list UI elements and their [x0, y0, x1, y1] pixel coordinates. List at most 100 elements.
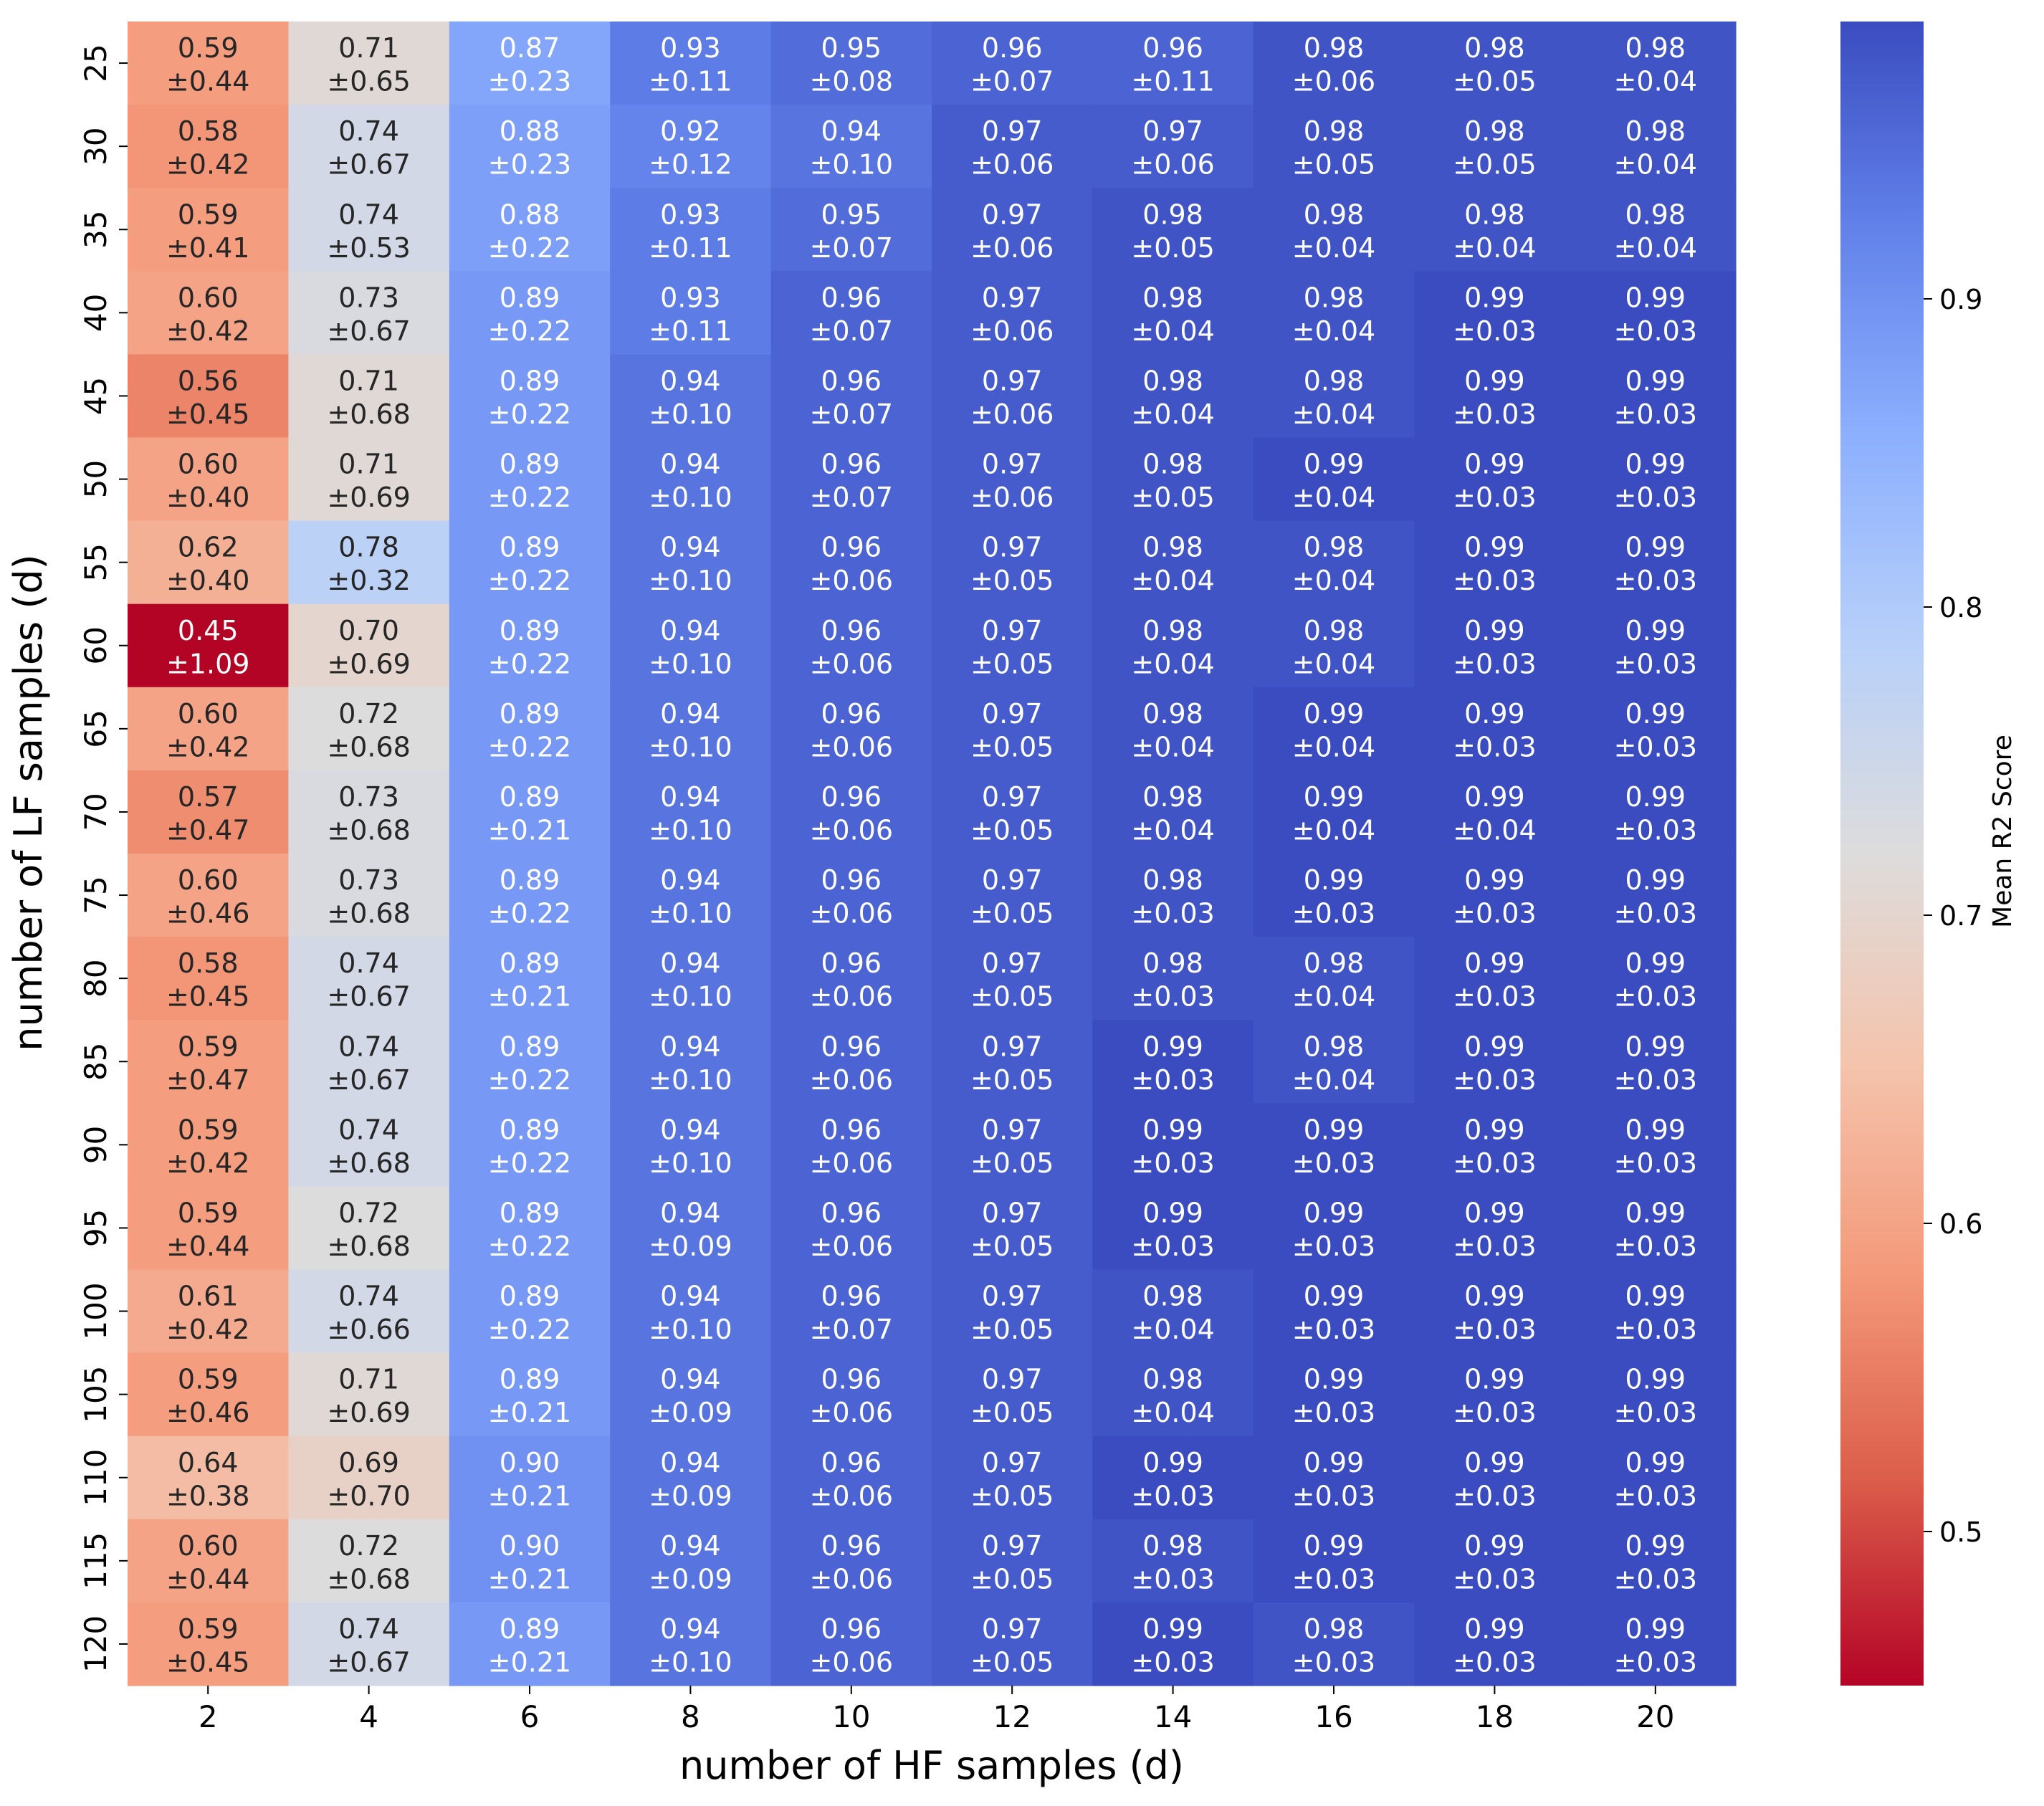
cell-value-label: 0.97 — [982, 1530, 1043, 1562]
heatmap-cell — [1253, 1602, 1415, 1686]
cell-value-label: 0.99 — [1464, 698, 1525, 730]
cell-std-label: ±0.03 — [1292, 898, 1375, 930]
cell-value-label: 0.99 — [1625, 1364, 1686, 1395]
cell-value-label: 0.96 — [821, 947, 882, 979]
heatmap-cell — [128, 603, 289, 688]
cell-value-label: 0.98 — [1142, 1364, 1203, 1395]
cell-value-label: 0.98 — [1464, 199, 1525, 230]
cell-std-label: ±0.44 — [166, 1231, 249, 1262]
cell-value-label: 0.74 — [338, 1114, 399, 1145]
cell-value-label: 0.99 — [1464, 947, 1525, 979]
cell-std-label: ±0.21 — [488, 1646, 571, 1678]
heatmap-cell — [288, 520, 450, 605]
cell-value-label: 0.98 — [1304, 32, 1365, 64]
cell-std-label: ±0.22 — [488, 315, 571, 347]
heatmap-cell — [288, 854, 450, 937]
cell-value-label: 0.98 — [1304, 115, 1365, 147]
heatmap-cell — [770, 1103, 932, 1187]
cell-std-label: ±0.10 — [649, 1064, 732, 1096]
heatmap-cell — [1575, 437, 1737, 522]
cell-std-label: ±0.06 — [810, 1231, 893, 1262]
cell-value-label: 0.74 — [338, 1613, 399, 1645]
cell-value-label: 0.98 — [1142, 449, 1203, 480]
cell-value-label: 0.89 — [500, 1031, 560, 1062]
cell-std-label: ±0.04 — [1131, 398, 1214, 430]
cell-value-label: 0.94 — [821, 115, 882, 147]
cell-std-label: ±0.40 — [166, 482, 249, 513]
cell-value-label: 0.59 — [178, 32, 239, 64]
heatmap-cell — [288, 1602, 450, 1686]
cell-value-label: 0.99 — [1464, 1281, 1525, 1312]
cell-value-label: 0.94 — [660, 1281, 721, 1312]
heatmap-cell — [932, 854, 1093, 937]
heatmap-cell — [449, 770, 611, 854]
cell-std-label: ±0.03 — [1453, 981, 1536, 1013]
cell-value-label: 0.99 — [1304, 449, 1365, 480]
cell-std-label: ±0.21 — [488, 814, 571, 846]
cell-std-label: ±0.04 — [1292, 398, 1375, 430]
heatmap-cell — [1253, 687, 1415, 771]
cell-value-label: 0.98 — [1142, 532, 1203, 563]
cell-value-label: 0.99 — [1304, 698, 1365, 730]
cell-value-label: 0.99 — [1625, 1031, 1686, 1062]
heatmap-cell — [1414, 1020, 1576, 1104]
heatmap-cell — [128, 1103, 289, 1187]
cell-std-label: ±0.05 — [970, 1147, 1054, 1179]
heatmap-cell — [932, 687, 1093, 771]
cell-value-label: 0.71 — [338, 366, 399, 397]
heatmap-cell — [1253, 937, 1415, 1021]
cell-value-label: 0.99 — [1625, 282, 1686, 313]
cell-value-label: 0.89 — [500, 1281, 560, 1312]
x-axis: 2 4 6 8 10 12 14 16 18 20 — [199, 1686, 1675, 1734]
cell-std-label: ±0.09 — [649, 1480, 732, 1511]
cell-std-label: ±0.03 — [1614, 898, 1697, 930]
cell-value-label: 0.89 — [500, 1613, 560, 1645]
heatmap-cell — [770, 937, 932, 1021]
cell-std-label: ±0.10 — [649, 482, 732, 513]
cell-value-label: 0.89 — [500, 532, 560, 563]
cell-value-label: 0.89 — [500, 1114, 560, 1145]
cell-value-label: 0.96 — [982, 32, 1043, 64]
cell-value-label: 0.99 — [1142, 1613, 1203, 1645]
cell-value-label: 0.94 — [660, 1364, 721, 1395]
cell-value-label: 0.99 — [1142, 1031, 1203, 1062]
cell-value-label: 0.98 — [1304, 282, 1365, 313]
cell-value-label: 0.99 — [1464, 1114, 1525, 1145]
cell-std-label: ±0.06 — [810, 898, 893, 930]
heatmap-cell — [288, 1103, 450, 1187]
heatmap-cell — [1253, 1103, 1415, 1187]
cell-value-label: 0.98 — [1304, 1613, 1365, 1645]
cell-std-label: ±0.07 — [810, 482, 893, 513]
cell-std-label: ±0.03 — [1614, 1314, 1697, 1345]
cell-std-label: ±0.06 — [970, 149, 1054, 181]
cell-std-label: ±0.06 — [810, 1064, 893, 1096]
cell-value-label: 0.98 — [1304, 615, 1365, 646]
heatmap-cell — [1092, 854, 1254, 937]
heatmap-cell — [128, 1602, 289, 1686]
cell-std-label: ±0.12 — [649, 149, 732, 181]
y-tick-label: 30 — [78, 127, 113, 165]
cell-std-label: ±0.68 — [327, 398, 410, 430]
cell-value-label: 0.99 — [1304, 1114, 1365, 1145]
cell-value-label: 0.99 — [1464, 615, 1525, 646]
cell-std-label: ±0.03 — [1614, 565, 1697, 596]
cell-value-label: 0.89 — [500, 947, 560, 979]
heatmap-cell — [128, 937, 289, 1021]
heatmap-cell — [288, 1186, 450, 1271]
cell-value-label: 0.97 — [982, 615, 1043, 646]
cell-std-label: ±0.06 — [810, 981, 893, 1013]
cell-std-label: ±0.06 — [1292, 66, 1375, 97]
heatmap-cell — [1575, 1020, 1737, 1104]
x-tick-label: 16 — [1314, 1699, 1352, 1734]
cell-value-label: 0.71 — [338, 449, 399, 480]
cell-std-label: ±0.67 — [327, 1646, 410, 1678]
cell-std-label: ±0.03 — [1131, 898, 1214, 930]
cell-value-label: 0.88 — [500, 199, 560, 230]
y-tick-label: 75 — [78, 876, 113, 914]
cell-value-label: 0.96 — [821, 449, 882, 480]
heatmap-cell — [1414, 770, 1576, 854]
cell-value-label: 0.60 — [178, 449, 239, 480]
cell-value-label: 0.89 — [500, 615, 560, 646]
cell-value-label: 0.59 — [178, 1114, 239, 1145]
cell-value-label: 0.61 — [178, 1281, 239, 1312]
